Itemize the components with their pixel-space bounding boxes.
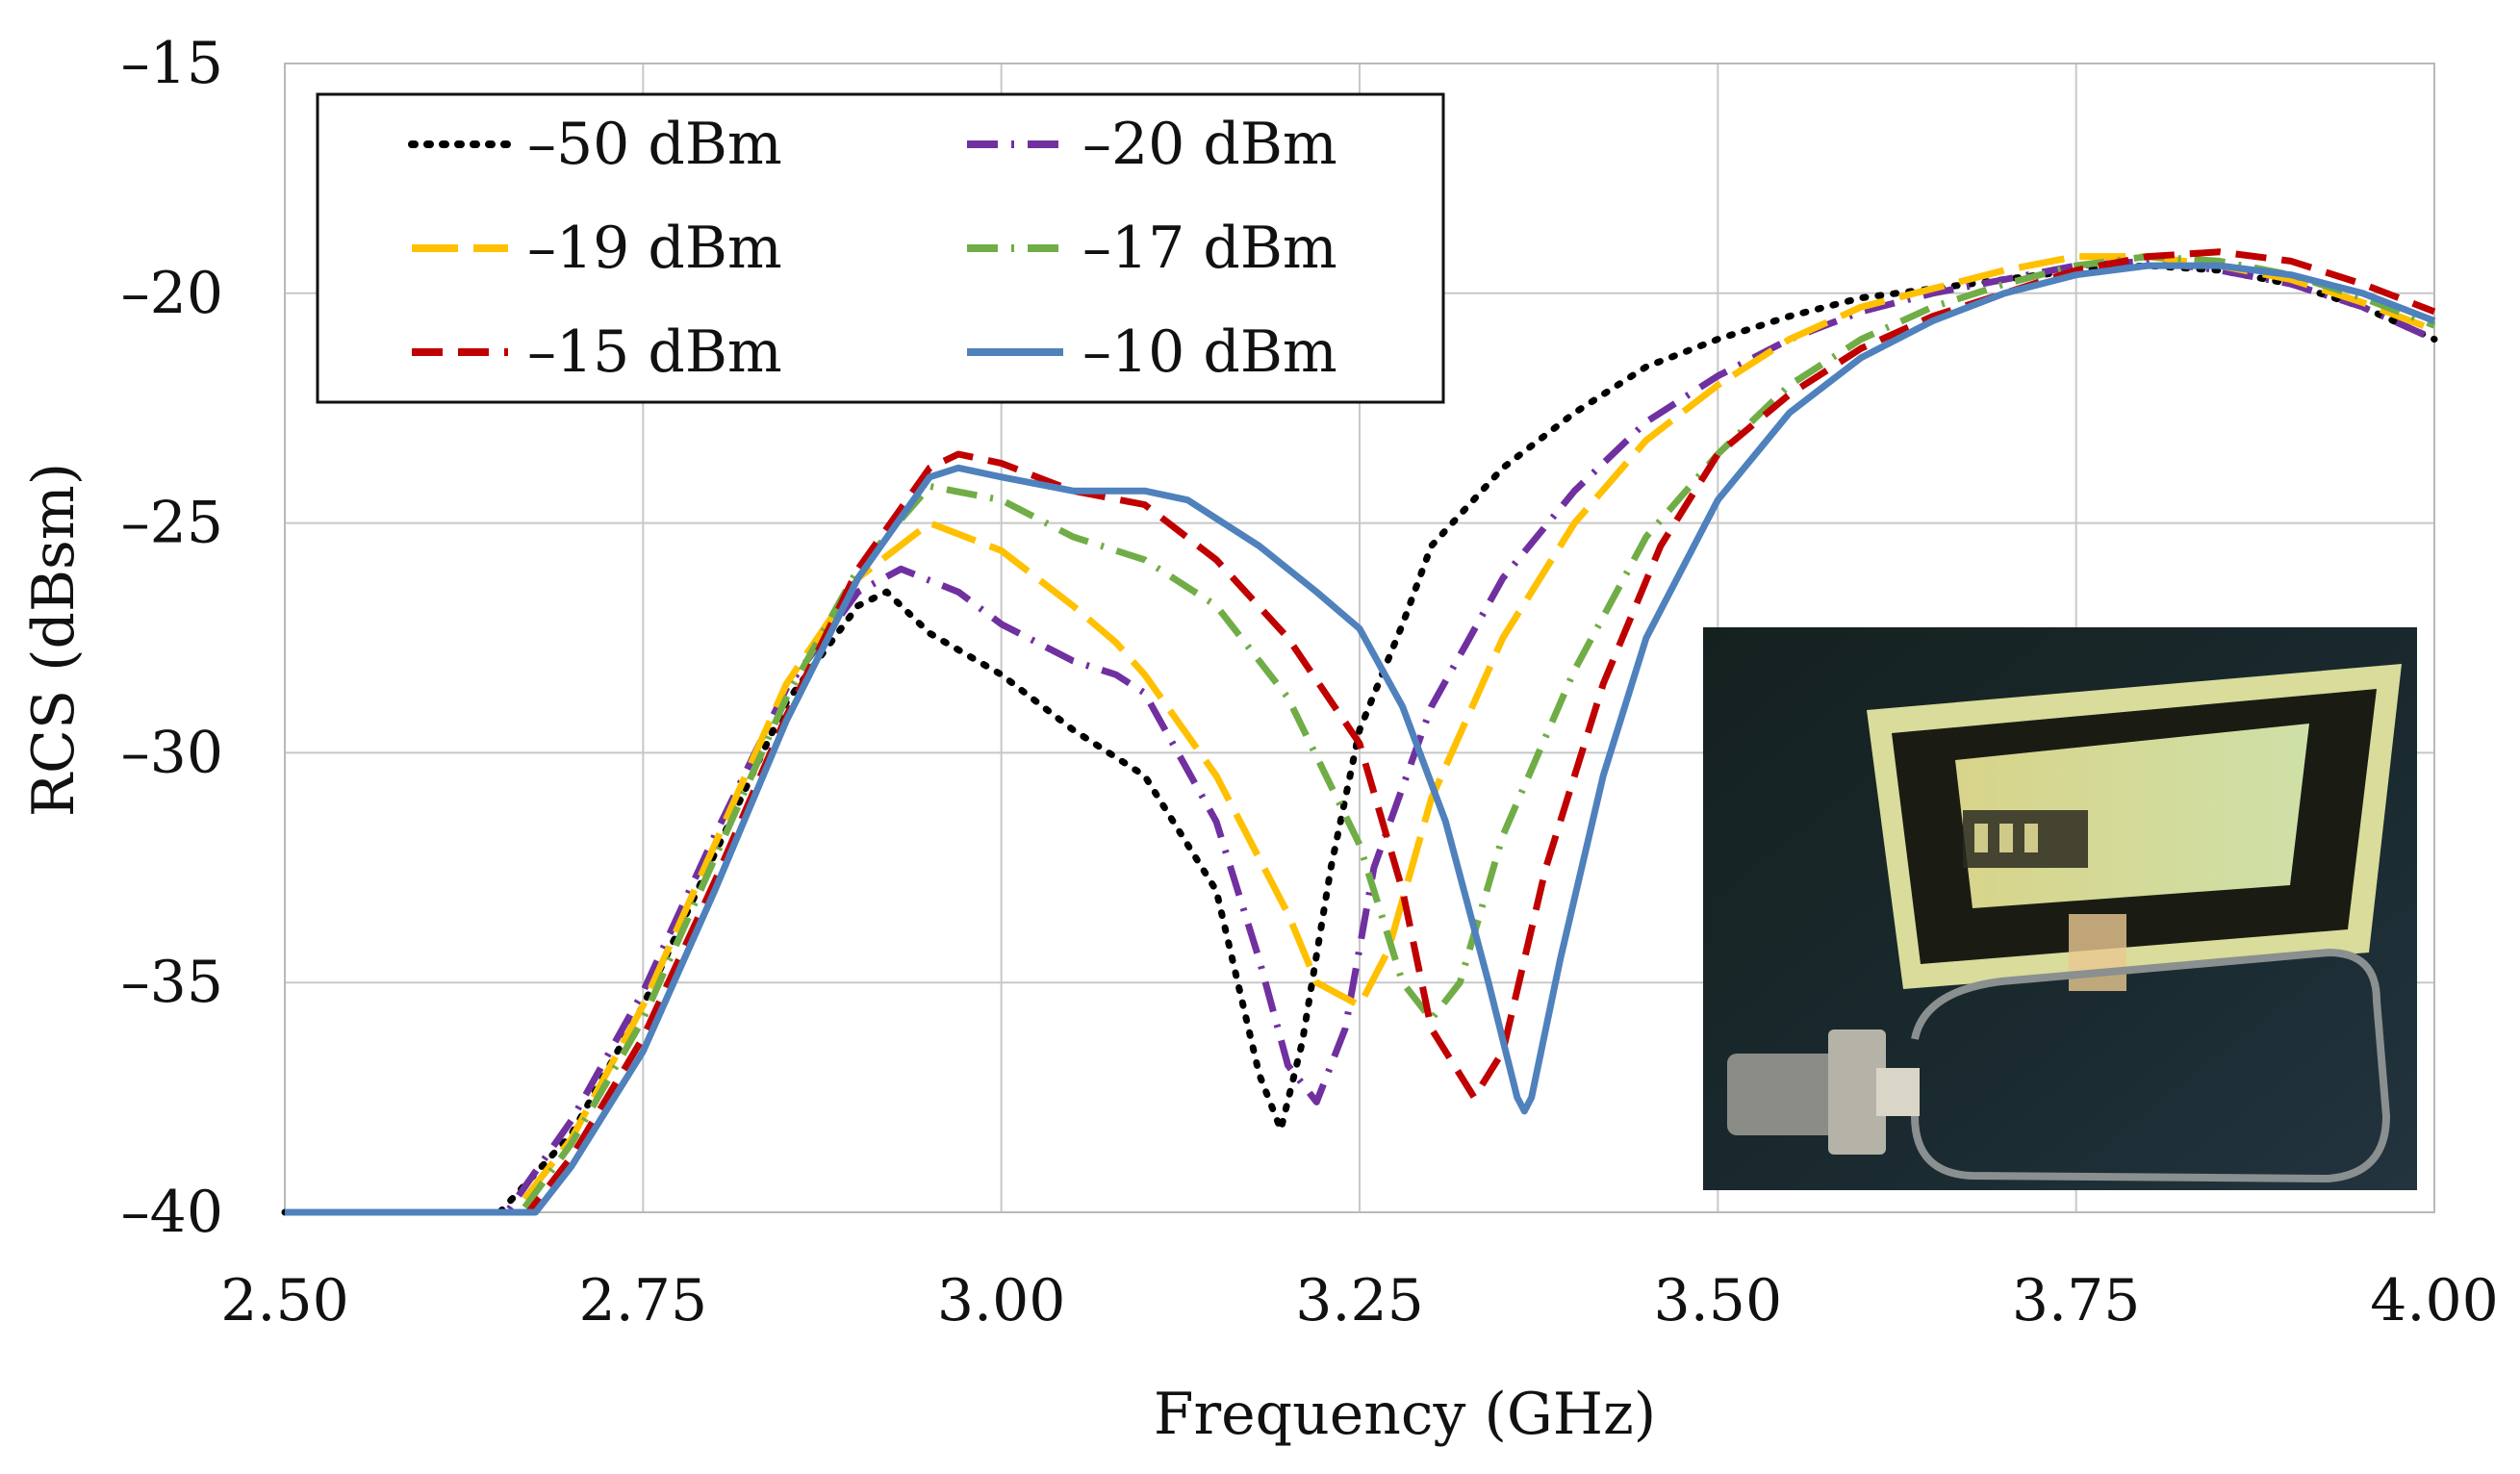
chip-pad-1 xyxy=(1974,824,1988,852)
legend-item: –17 dBm xyxy=(967,215,1337,282)
x-axis-label: Frequency (GHz) xyxy=(1154,1381,1656,1448)
y-tick-label: –25 xyxy=(121,490,223,557)
legend-item: –19 dBm xyxy=(412,215,782,282)
legend-item: –15 dBm xyxy=(412,318,782,386)
legend-label: –10 dBm xyxy=(1082,318,1337,386)
plot-frame xyxy=(284,63,2435,1213)
legend-label: –15 dBm xyxy=(527,318,782,386)
legend-label: –17 dBm xyxy=(1082,215,1337,282)
sma-connector-nut xyxy=(1828,1029,1886,1155)
y-tick-label: –15 xyxy=(121,30,223,97)
x-tick-label: 3.75 xyxy=(2012,1267,2141,1334)
series-line-4 xyxy=(285,253,2436,1216)
legend-label: –50 dBm xyxy=(527,111,782,178)
sma-connector-pin xyxy=(1876,1068,1920,1116)
tick-labels: 2.50 2.75 3.00 3.25 3.50 3.75 4.00 –15 –20 –25 –30… xyxy=(121,30,2499,1334)
x-tick-label: 4.00 xyxy=(2370,1267,2499,1334)
y-tick-label: –20 xyxy=(121,260,223,327)
legend: –50 dBm –20 dBm –19 dBm –17 dBm –15 dBm –10 d… xyxy=(316,92,1445,404)
legend-label: –19 dBm xyxy=(527,215,782,282)
series-line-6 xyxy=(285,262,2436,1216)
y-tick-label: –35 xyxy=(121,949,223,1016)
x-tick-label: 3.00 xyxy=(937,1267,1066,1334)
x-tick-label: 2.75 xyxy=(579,1267,708,1334)
x-tick-label: 2.50 xyxy=(220,1267,349,1334)
y-tick-label: –30 xyxy=(121,719,223,786)
series-line-3 xyxy=(285,253,2436,1216)
feed-strip xyxy=(2069,914,2126,991)
series-layer xyxy=(281,248,2438,1216)
legend-items: –50 dBm –20 dBm –19 dBm –17 dBm –15 dBm –10 d… xyxy=(408,111,1337,386)
x-tick-label: 3.50 xyxy=(1654,1267,1783,1334)
legend-item: –50 dBm xyxy=(408,111,782,178)
legend-item: –20 dBm xyxy=(967,111,1337,178)
legend-label: –20 dBm xyxy=(1082,111,1337,178)
inset-photo xyxy=(1703,627,2417,1190)
y-tick-label: –40 xyxy=(121,1179,223,1246)
chip-pad-3 xyxy=(2024,824,2038,852)
y-axis-label: RCS (dBsm) xyxy=(20,463,88,817)
x-tick-label: 3.25 xyxy=(1295,1267,1424,1334)
cable-loop xyxy=(1911,948,2391,1183)
legend-item: –10 dBm xyxy=(967,318,1337,386)
chip-pad-2 xyxy=(1999,824,2013,852)
